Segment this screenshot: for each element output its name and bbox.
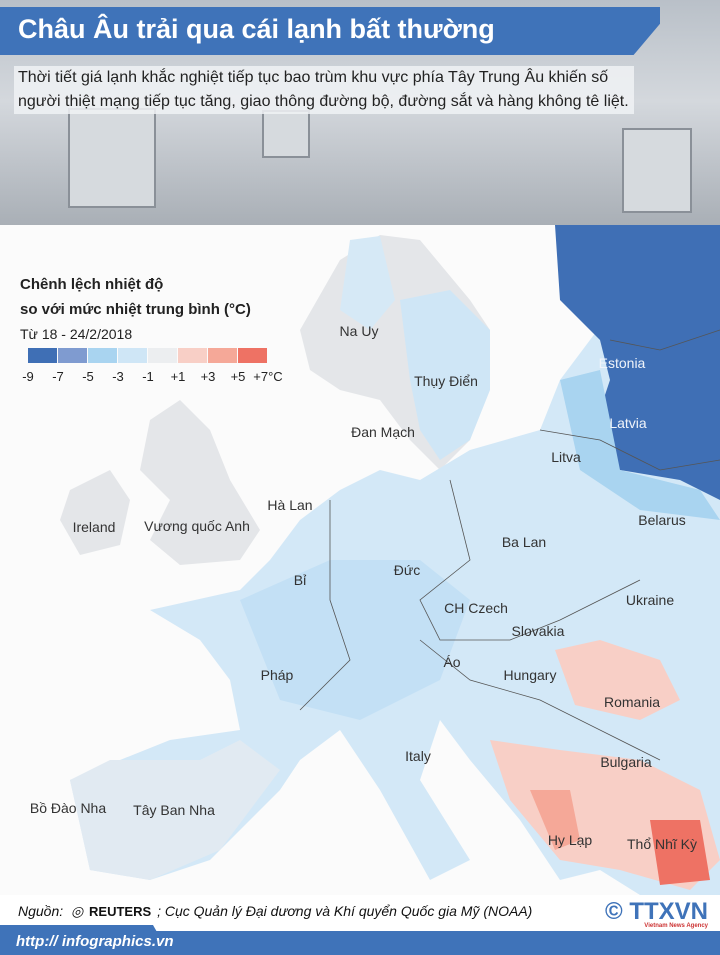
legend-swatch [208,348,237,363]
legend-swatch [238,348,267,363]
country-label: Vương quốc Anh [144,518,250,534]
legend-period: Từ 18 - 24/2/2018 [20,326,133,342]
legend-tick: -1 [142,369,154,384]
country-label: CH Czech [444,600,508,616]
source-line: Nguồn: ◎ REUTERS ; Cục Quản lý Đại dương… [18,903,573,920]
logo-text: TTXVN [629,898,708,925]
country-label: Bỉ [293,572,307,588]
ttxvn-logo: © TTXVN Vietnam News Agency [604,898,708,930]
footer: Nguồn: ◎ REUTERS ; Cục Quản lý Đại dương… [0,895,720,955]
legend-color-scale [28,348,268,363]
country-label: Bulgaria [600,754,652,770]
url-bar: http:// infographics.vn [0,925,720,955]
legend-tick: -9 [22,369,34,384]
legend-tick: +1 [170,369,186,384]
legend-swatch [118,348,147,363]
country-label: Hà Lan [267,497,313,513]
country-label: Slovakia [511,623,565,639]
legend-title: Chênh lệch nhiệt độ [20,276,164,293]
source-label: Nguồn: [18,903,64,919]
country-label: Áo [443,654,461,670]
legend-title: so với mức nhiệt trung bình (°C) [20,301,251,318]
greece-warm-area [530,790,580,850]
logo-subtext: Vietnam News Agency [644,923,708,929]
car-image [262,110,310,158]
country-label: Thổ Nhĩ Kỳ [626,836,698,852]
sweden-cold-area [400,290,490,460]
country-label: Đức [393,562,421,578]
legend-tick: +3 [200,369,216,384]
legend: Chênh lệch nhiệt độ so với mức nhiệt tru… [20,272,283,389]
header-photo: Châu Âu trải qua cái lạnh bất thường Thờ… [0,0,720,225]
romania-warm-area [555,640,680,720]
cold-core-area [240,560,470,720]
country-label: Ba Lan [501,534,547,550]
legend-tick: -3 [112,369,124,384]
legend-tick: -5 [82,369,94,384]
country-label: Ireland [72,519,116,535]
legend-tick: +5 [230,369,246,384]
truck-image [622,128,692,213]
page-title: Châu Âu trải qua cái lạnh bất thường [18,14,495,44]
url-tab [0,925,170,955]
norway-cold-area [340,236,395,330]
country-label: Pháp [260,667,294,683]
country-label: Estonia [598,355,646,371]
country-label: Bồ Đào Nha [29,800,107,816]
website-link[interactable]: http:// infographics.vn [16,933,174,950]
country-label: Thụy Điển [414,373,478,389]
iberia-land [70,740,280,880]
uk-land [140,400,260,565]
legend-swatch [148,348,177,363]
baltic-cold-edge [560,370,720,520]
source-noaa: ; Cục Quản lý Đại dương và Khí quyển Quố… [157,903,533,919]
country-borders [299,329,720,761]
country-label: Đan Mạch [351,424,415,440]
legend-tick: -7 [52,369,64,384]
country-label: Ukraine [625,592,675,608]
source-reuters: REUTERS [89,904,152,919]
country-label: Na Uy [339,323,379,339]
legend-tick: +7°C [253,369,283,384]
country-label: Hungary [503,667,557,683]
country-label: Litva [551,449,581,465]
legend-swatch [178,348,207,363]
country-label: Italy [405,748,431,764]
reuters-logo-icon: ◎ [70,903,84,919]
legend-swatch [88,348,117,363]
country-label: Hy Lạp [547,832,593,848]
country-label: Latvia [609,415,647,431]
legend-swatch [28,348,57,363]
legend-swatch [58,348,87,363]
turkey-hot-area [650,820,710,885]
page-description: Thời tiết giá lạnh khắc nghiệt tiếp tục … [14,66,634,114]
map-shapes [60,225,720,895]
country-label: Tây Ban Nha [133,802,215,818]
title-banner [0,7,660,55]
truck-image [68,108,156,208]
country-label: Belarus [638,512,686,528]
legend-ticks: -9 -7 -5 -3 -1 +1 +3 +5 +7°C [20,369,282,389]
copyright-icon: © [604,898,623,925]
ireland-land [60,470,130,555]
country-label: Romania [603,694,661,710]
temperature-anomaly-map: Chênh lệch nhiệt độ so với mức nhiệt tru… [0,225,720,895]
